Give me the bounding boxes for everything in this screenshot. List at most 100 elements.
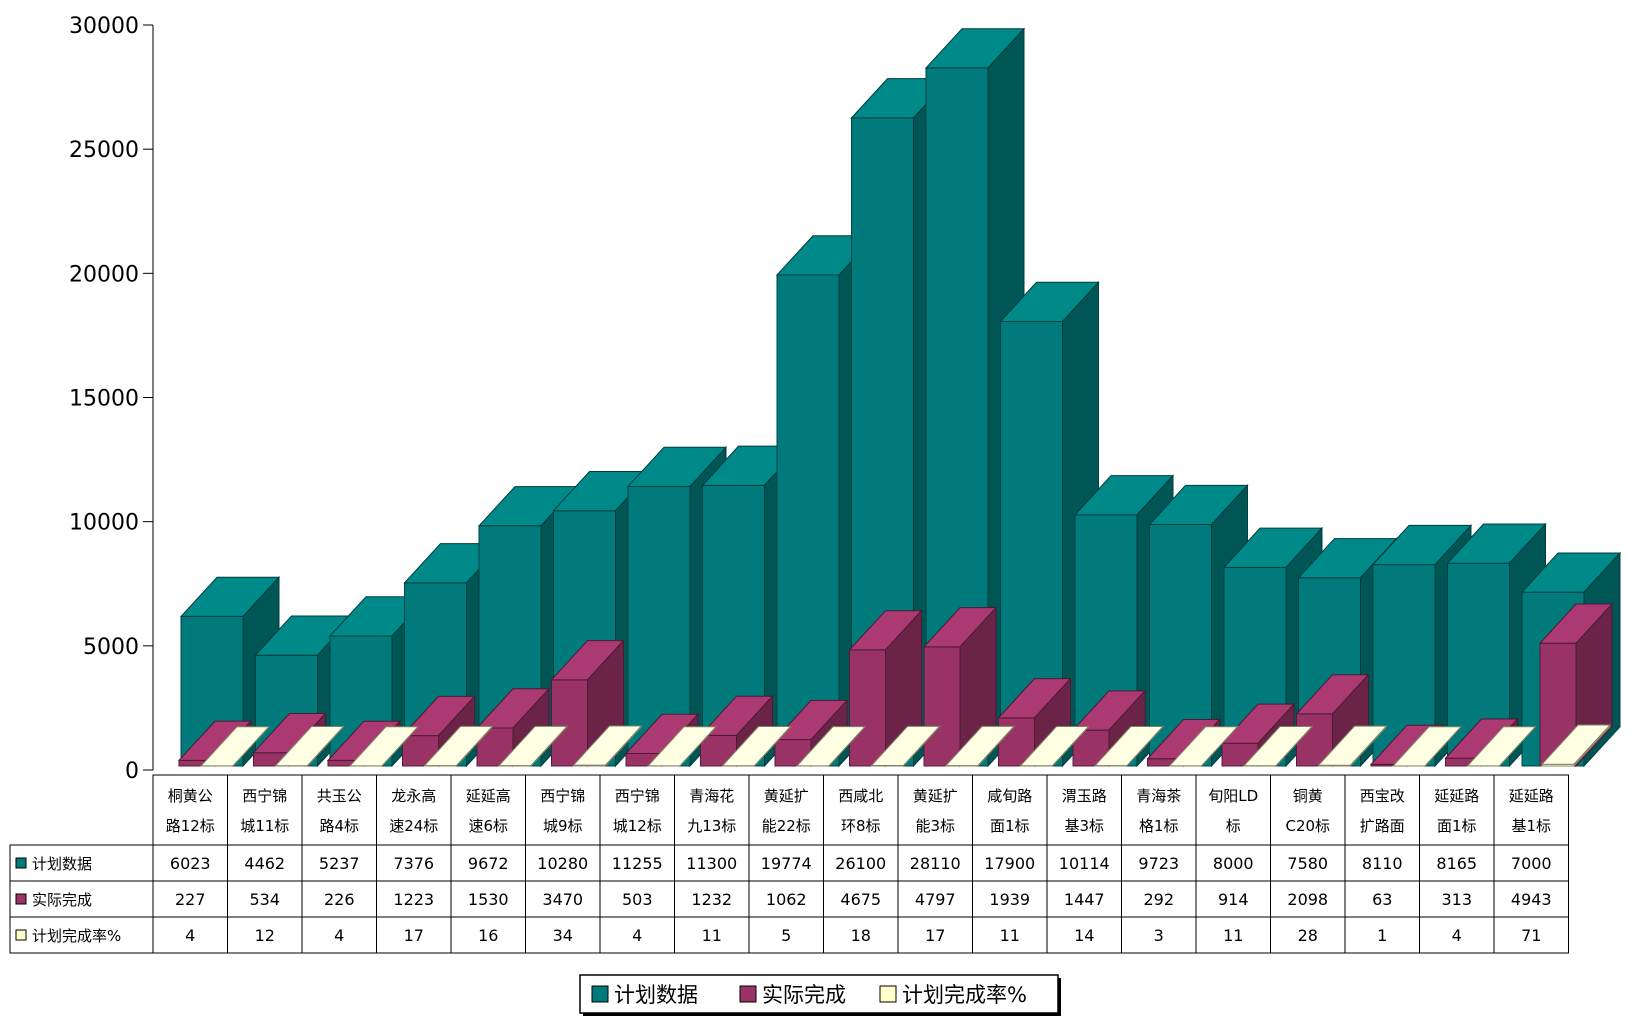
category-label: 面1标: [990, 817, 1030, 835]
table-value: 5: [781, 926, 791, 945]
table-value: 9672: [468, 854, 509, 873]
bar-actual: [475, 687, 551, 768]
table-value: 14: [1074, 926, 1094, 945]
table-value: 4675: [840, 890, 881, 909]
category-label: 西宁锦: [615, 787, 660, 805]
table-value: 16: [478, 926, 498, 945]
category-label: 速6标: [468, 817, 508, 835]
table-value: 1939: [989, 890, 1030, 909]
table-value: 1447: [1064, 890, 1105, 909]
category-label: 能3标: [915, 817, 955, 835]
category-label: 路4标: [319, 817, 359, 835]
category-label: 标: [1226, 817, 1241, 835]
category-label: 铜黄: [1293, 787, 1323, 805]
bar-rate: [721, 725, 792, 768]
table-value: 11300: [686, 854, 737, 873]
bar-side: [903, 725, 940, 768]
y-tick-label: 15000: [69, 387, 139, 412]
table-value: 26100: [835, 854, 886, 873]
bar-side: [1126, 725, 1164, 768]
category-label: 格1标: [1139, 817, 1179, 835]
row-label: 实际完成: [32, 891, 92, 909]
category-label: 桐黄公: [168, 787, 213, 805]
bar-rate: [1540, 723, 1612, 768]
bar-rate: [944, 725, 1016, 768]
category-label: 延延高: [466, 787, 511, 805]
row-label: 计划数据: [32, 855, 92, 873]
category-label: 西宝改: [1360, 787, 1405, 805]
bar-front: [776, 274, 840, 767]
bar-side: [679, 725, 717, 768]
legend-box: [579, 974, 1059, 1014]
bar-front: [923, 646, 961, 767]
bar-rate: [795, 725, 867, 768]
y-tick-label: 25000: [69, 138, 139, 163]
legend-label: 计划完成率%: [902, 983, 1027, 1007]
table-value: 7580: [1287, 854, 1328, 873]
bar-side: [456, 725, 493, 768]
row-swatch: [15, 929, 27, 941]
bar-front: [551, 679, 588, 767]
bar-side: [1201, 725, 1238, 768]
bars-layer: [177, 27, 1622, 768]
category-label: 共玉公: [317, 787, 362, 805]
bar-side: [1499, 725, 1536, 768]
bar-side: [828, 725, 866, 768]
category-label: 环8标: [841, 817, 881, 835]
category-label: 基3标: [1064, 817, 1104, 835]
category-label: 城11标: [240, 817, 289, 835]
table-value: 914: [1218, 890, 1249, 909]
table-value: 534: [249, 890, 280, 909]
bar-side: [530, 725, 568, 768]
bar-rate: [1317, 724, 1388, 768]
category-label: 基1标: [1511, 817, 1551, 835]
table-value: 8110: [1362, 854, 1403, 873]
table-value: 4462: [244, 854, 285, 873]
table-value: 10114: [1059, 854, 1110, 873]
legend-swatch: [739, 985, 757, 1003]
category-label: C20标: [1285, 817, 1330, 835]
table-value: 4943: [1511, 890, 1552, 909]
legend-label: 实际完成: [762, 983, 846, 1007]
category-label: 扩路面: [1360, 817, 1405, 835]
table-value: 71: [1521, 926, 1541, 945]
category-label: 咸旬路: [987, 787, 1032, 805]
table-value: 5237: [319, 854, 360, 873]
table-value: 7000: [1511, 854, 1552, 873]
bar-side: [381, 725, 419, 768]
table-value: 4797: [915, 890, 956, 909]
bar-rate: [199, 725, 271, 768]
table-value: 17: [925, 926, 945, 945]
category-label: 旬阳LD: [1208, 787, 1258, 805]
bar-rate: [1168, 725, 1239, 768]
table-value: 19774: [761, 854, 812, 873]
bar-rate: [274, 725, 345, 768]
bar-rate: [646, 725, 718, 768]
bar-actual: [550, 639, 625, 768]
category-label: 黄延扩: [764, 787, 809, 805]
table-value: 12: [255, 926, 275, 945]
bar-rate: [572, 724, 643, 768]
table-value: 1: [1377, 926, 1387, 945]
table-value: 11: [1000, 926, 1020, 945]
table-value: 7376: [393, 854, 434, 873]
category-label: 黄延扩: [913, 787, 958, 805]
y-tick-label: 10000: [69, 511, 139, 536]
table-value: 34: [553, 926, 573, 945]
y-tick-label: 0: [125, 759, 139, 784]
table-value: 18: [851, 926, 871, 945]
bar-rate: [1242, 725, 1314, 768]
bar-rate: [348, 725, 420, 768]
bar-side: [1350, 724, 1387, 768]
table-value: 9723: [1138, 854, 1179, 873]
row-swatch: [15, 893, 27, 905]
legend-swatch: [591, 985, 609, 1003]
table-value: 1062: [766, 890, 807, 909]
category-label: 西咸北: [838, 787, 883, 805]
table-value: 28110: [910, 854, 961, 873]
table-value: 4: [1452, 926, 1462, 945]
table-value: 1530: [468, 890, 509, 909]
bar-rate: [497, 725, 569, 768]
bar-side: [1052, 725, 1089, 768]
